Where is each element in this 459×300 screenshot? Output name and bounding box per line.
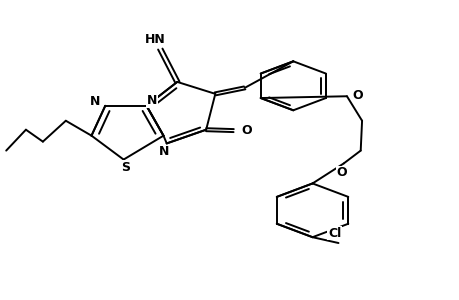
Text: N: N <box>146 94 157 107</box>
Text: HN: HN <box>145 33 166 46</box>
Text: O: O <box>241 124 251 137</box>
Text: Cl: Cl <box>327 227 341 240</box>
Text: O: O <box>336 167 346 179</box>
Text: O: O <box>352 89 363 102</box>
Text: N: N <box>90 95 100 108</box>
Text: N: N <box>159 145 169 158</box>
Text: S: S <box>121 160 130 173</box>
